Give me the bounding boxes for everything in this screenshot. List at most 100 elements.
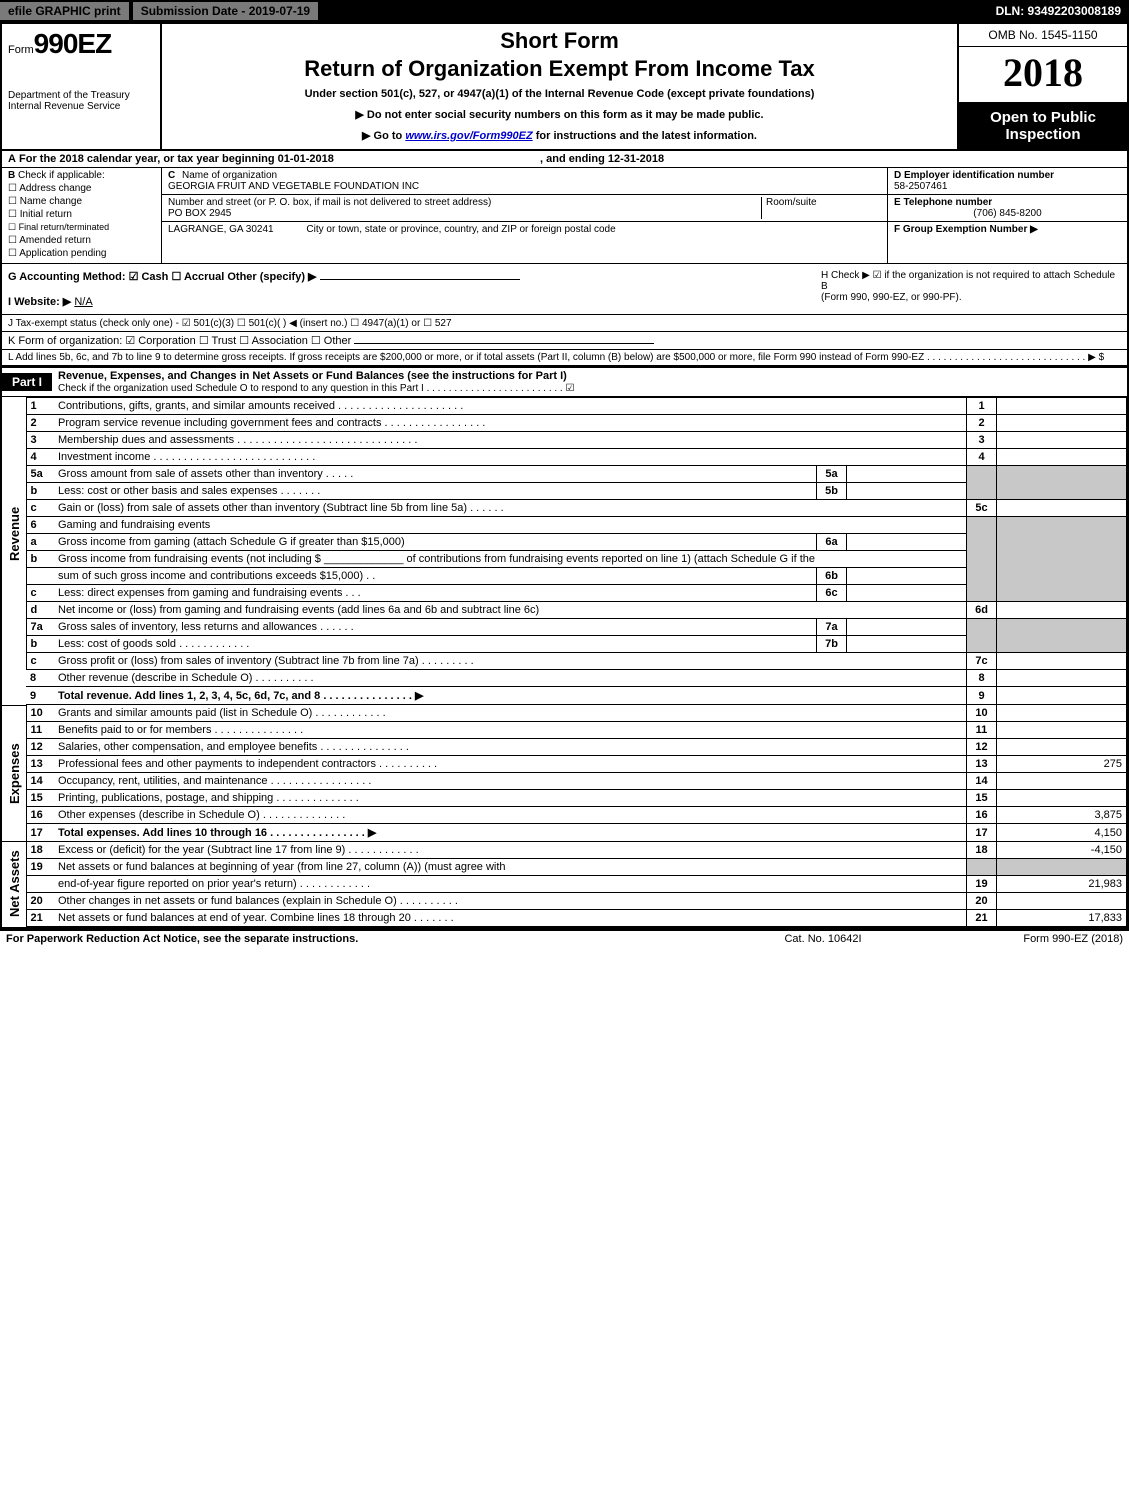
line-20-rnum: 20	[967, 893, 997, 910]
street-value: PO BOX 2945	[168, 208, 231, 219]
chk-address-change[interactable]: ☐ Address change	[8, 183, 155, 194]
row-a: A For the 2018 calendar year, or tax yea…	[2, 151, 1127, 168]
line-5b-desc: Less: cost or other basis and sales expe…	[54, 483, 817, 500]
form-meta-box: OMB No. 1545-1150 2018 Open to Public In…	[957, 24, 1127, 149]
line-18-rnum: 18	[967, 842, 997, 859]
group-exemption: F Group Exemption Number ▶	[894, 224, 1038, 235]
line-6a-desc: Gross income from gaming (attach Schedul…	[54, 534, 817, 551]
line-4-rnum: 4	[967, 449, 997, 466]
check-applicable: Check if applicable:	[18, 170, 105, 181]
ein-value: 58-2507461	[894, 181, 947, 192]
tax-exempt-status: J Tax-exempt status (check only one) - ☑…	[8, 318, 452, 329]
label-b: B	[8, 170, 15, 181]
city-value: LAGRANGE, GA 30241	[168, 224, 274, 235]
goto-pre: ▶ Go to	[362, 130, 405, 142]
label-a: A	[8, 153, 16, 165]
ein-label: D Employer identification number	[894, 170, 1054, 181]
line-13-val: 275	[997, 756, 1127, 773]
line-5c-val	[997, 500, 1127, 517]
line-12-val	[997, 739, 1127, 756]
line-15-rnum: 15	[967, 790, 997, 807]
line-7a-desc: Gross sales of inventory, less returns a…	[54, 619, 817, 636]
grey-19v	[997, 859, 1127, 876]
irs-label: Internal Revenue Service	[8, 101, 154, 112]
line-5c-num: c	[26, 500, 54, 517]
line-17-rnum: 17	[967, 824, 997, 842]
line-2-desc: Program service revenue including govern…	[54, 415, 967, 432]
line-7c-val	[997, 653, 1127, 670]
part1-title: Revenue, Expenses, and Changes in Net As…	[58, 370, 567, 382]
chk-label-5: Application pending	[19, 248, 106, 259]
line-6a-mn: 6a	[817, 534, 847, 551]
line-14-desc: Occupancy, rent, utilities, and maintena…	[54, 773, 967, 790]
side-expenses: Expenses	[2, 705, 26, 842]
line-6b-mn: 6b	[817, 568, 847, 585]
line-13-rnum: 13	[967, 756, 997, 773]
row-j: J Tax-exempt status (check only one) - ☑…	[2, 315, 1127, 332]
line-6b2-num	[26, 568, 54, 585]
line-11-val	[997, 722, 1127, 739]
line-18-desc: Excess or (deficit) for the year (Subtra…	[54, 842, 967, 859]
line-10-num: 10	[26, 705, 54, 722]
line-6a-num: a	[26, 534, 54, 551]
line-18-val: -4,150	[997, 842, 1127, 859]
lines-table: Revenue 1 Contributions, gifts, grants, …	[2, 397, 1127, 927]
phone-value: (706) 845-8200	[894, 208, 1121, 219]
line-5a-mv	[847, 466, 967, 483]
line-15-val	[997, 790, 1127, 807]
line-2-num: 2	[26, 415, 54, 432]
line-7c-num: c	[26, 653, 54, 670]
chk-pending[interactable]: ☐ Application pending	[8, 248, 155, 259]
form-container: Form990EZ Department of the Treasury Int…	[0, 22, 1129, 929]
grey-6v	[997, 517, 1127, 602]
grey-6	[967, 517, 997, 602]
efile-print-button[interactable]: efile GRAPHIC print	[0, 2, 129, 20]
line-5b-mn: 5b	[817, 483, 847, 500]
tax-year: 2018	[959, 47, 1127, 103]
accounting-method: G Accounting Method: ☑ Cash ☐ Accrual Ot…	[8, 271, 317, 283]
line-10-val	[997, 705, 1127, 722]
line-7c-rnum: 7c	[967, 653, 997, 670]
form-number-box: Form990EZ Department of the Treasury Int…	[2, 24, 162, 149]
line-9-num: 9	[26, 687, 54, 705]
line-5b-mv	[847, 483, 967, 500]
line-5c-rnum: 5c	[967, 500, 997, 517]
chk-name-change[interactable]: ☐ Name change	[8, 196, 155, 207]
ending-date: , and ending 12-31-2018	[540, 153, 664, 165]
chk-amended[interactable]: ☐ Amended return	[8, 235, 155, 246]
line-6c-mv	[847, 585, 967, 602]
line-21-rnum: 21	[967, 910, 997, 927]
ssn-notice: ▶ Do not enter social security numbers o…	[172, 108, 947, 121]
chk-label-2: Initial return	[20, 209, 72, 220]
line-18-num: 18	[26, 842, 54, 859]
open-line1: Open to Public	[990, 109, 1096, 126]
line-2-rnum: 2	[967, 415, 997, 432]
line-15-num: 15	[26, 790, 54, 807]
line-19-val: 21,983	[997, 876, 1127, 893]
line-9-desc: Total revenue. Add lines 1, 2, 3, 4, 5c,…	[54, 687, 967, 705]
line-12-rnum: 12	[967, 739, 997, 756]
page-footer: For Paperwork Reduction Act Notice, see …	[0, 929, 1129, 947]
open-public: Open to Public Inspection	[959, 103, 1127, 149]
submission-date: Submission Date - 2019-07-19	[133, 2, 318, 20]
line-6c-desc: Less: direct expenses from gaming and fu…	[54, 585, 817, 602]
line-6d-rnum: 6d	[967, 602, 997, 619]
line-9-val	[997, 687, 1127, 705]
short-form-title: Short Form	[172, 28, 947, 54]
chk-final-return[interactable]: ☐ Final return/terminated	[8, 222, 155, 233]
line-21-val: 17,833	[997, 910, 1127, 927]
col-c: C Name of organization GEORGIA FRUIT AND…	[162, 168, 887, 263]
line-6d-val	[997, 602, 1127, 619]
line-20-num: 20	[26, 893, 54, 910]
irs-link[interactable]: www.irs.gov/Form990EZ	[405, 130, 532, 142]
chk-initial-return[interactable]: ☐ Initial return	[8, 209, 155, 220]
part1-check: Check if the organization used Schedule …	[58, 383, 574, 394]
calendar-year-text: For the 2018 calendar year, or tax year …	[19, 153, 334, 165]
chk-label-4: Amended return	[19, 235, 91, 246]
line-3-num: 3	[26, 432, 54, 449]
grey-5v	[997, 466, 1127, 500]
row-l: L Add lines 5b, 6c, and 7b to line 9 to …	[2, 350, 1127, 366]
line-14-rnum: 14	[967, 773, 997, 790]
line-7b-mn: 7b	[817, 636, 847, 653]
row-g-h: G Accounting Method: ☑ Cash ☐ Accrual Ot…	[2, 264, 1127, 315]
